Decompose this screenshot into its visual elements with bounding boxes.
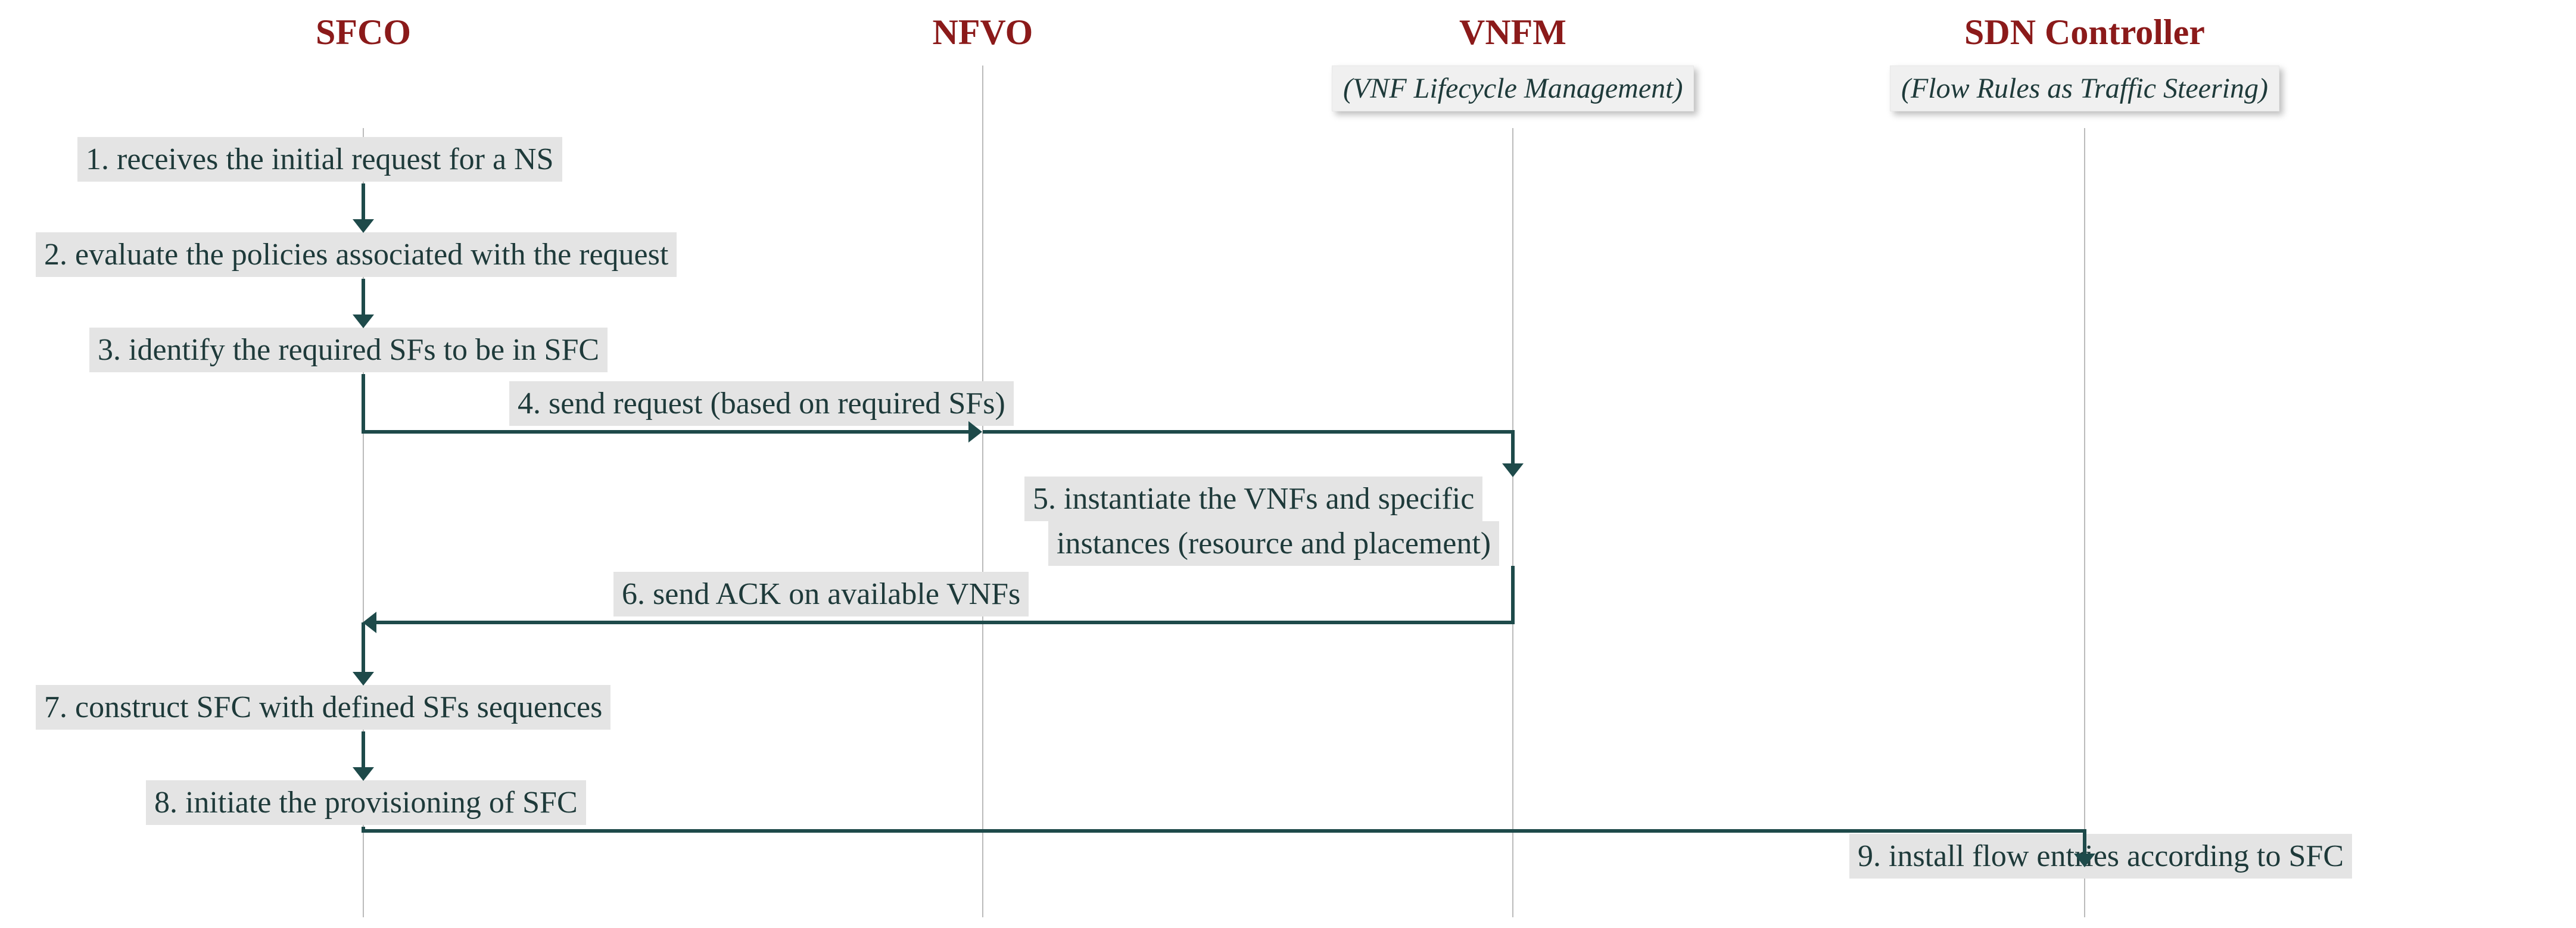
arrow-segment — [362, 622, 365, 673]
arrowhead-icon — [2074, 854, 2095, 867]
arrow-segment — [376, 621, 1515, 624]
step-9: 9. install flow entries according to SFC — [1849, 834, 2352, 879]
arrowhead-icon — [968, 421, 982, 443]
step-8: 8. initiate the provisioning of SFC — [146, 780, 586, 825]
actor-vnfm-header: VNFM — [1459, 12, 1566, 53]
arrow-segment — [2083, 829, 2086, 855]
actor-vnfm-subtitle: (VNF Lifecycle Management) — [1332, 66, 1694, 111]
arrow-segment — [362, 374, 365, 432]
actor-nfvo-header: NFVO — [933, 12, 1033, 53]
step-1: 1. receives the initial request for a NS — [77, 137, 562, 182]
step-4-label: 4. send request (based on required SFs) — [509, 381, 1014, 426]
actor-sfco-header: SFCO — [316, 12, 411, 53]
arrow-segment — [362, 279, 365, 316]
arrowhead-icon — [353, 672, 374, 686]
arrow-segment — [1511, 430, 1515, 465]
sequence-diagram: (VNF Lifecycle Management) (Flow Rules a… — [0, 0, 2576, 928]
arrow-segment — [362, 731, 365, 768]
arrow-segment — [1511, 566, 1515, 622]
arrow-segment — [362, 430, 970, 434]
lifeline-nfvo — [982, 66, 983, 917]
lifeline-vnfm — [1512, 128, 1513, 917]
step-6-label: 6. send ACK on available VNFs — [613, 572, 1029, 616]
arrow-segment — [362, 829, 2086, 833]
arrowhead-icon — [353, 314, 374, 328]
arrowhead-icon — [353, 767, 374, 781]
step-2: 2. evaluate the policies associated with… — [36, 232, 677, 277]
arrow-segment — [983, 430, 1515, 434]
arrowhead-icon — [1502, 463, 1524, 477]
arrowhead-icon — [353, 219, 374, 233]
arrow-segment — [362, 183, 365, 220]
step-7: 7. construct SFC with defined SFs sequen… — [36, 685, 610, 730]
step-5-line2: instances (resource and placement) — [1048, 521, 1499, 566]
actor-sdn-header: SDN Controller — [1964, 12, 2205, 53]
step-3: 3. identify the required SFs to be in SF… — [89, 328, 608, 372]
step-5-line1: 5. instantiate the VNFs and specific — [1024, 477, 1482, 521]
lifeline-sdn — [2084, 128, 2085, 917]
actor-sdn-subtitle: (Flow Rules as Traffic Steering) — [1890, 66, 2279, 111]
